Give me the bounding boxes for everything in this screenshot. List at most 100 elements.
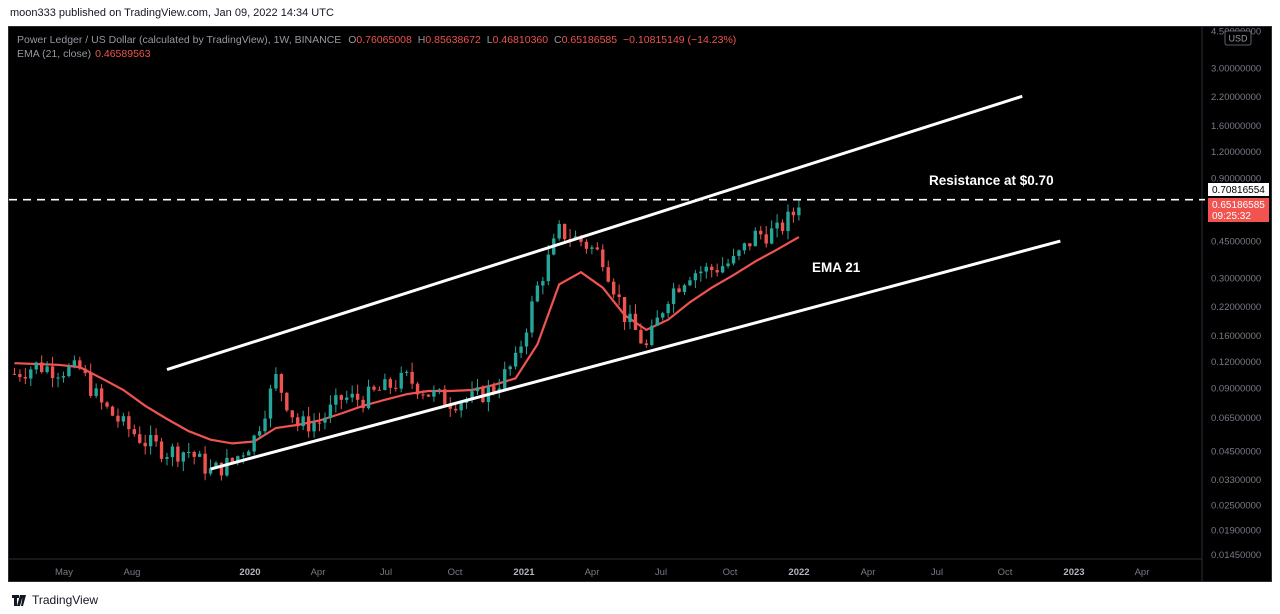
candle-body — [633, 313, 638, 330]
candle-body — [61, 376, 66, 378]
candle-body — [214, 462, 218, 469]
candle-body — [737, 250, 741, 256]
candle-body — [301, 416, 305, 427]
price-axis[interactable]: 4.500000003.000000002.200000001.60000000… — [1211, 26, 1261, 561]
candle-body — [203, 453, 207, 474]
candle-body — [753, 230, 757, 247]
price-chart[interactable]: Power Ledger / US Dollar (calculated by … — [9, 26, 1271, 581]
candle-body — [279, 374, 284, 393]
candle-body — [176, 446, 180, 462]
resistance-price-label: 0.70816554 — [1212, 185, 1265, 196]
candle-body — [590, 247, 594, 249]
tradingview-logo[interactable]: TradingView — [12, 593, 98, 607]
candle-body — [159, 441, 164, 459]
candle-body — [655, 317, 659, 326]
candle-body — [682, 285, 687, 293]
candle-body — [317, 422, 322, 424]
time-tick-label: 2020 — [239, 567, 260, 578]
candle-body — [236, 456, 240, 463]
candle-body — [56, 377, 60, 379]
last-price-tag — [1208, 198, 1269, 222]
candle-body — [328, 404, 333, 418]
candle-body — [731, 255, 736, 264]
candle-body — [263, 418, 267, 432]
candle-body — [148, 434, 153, 447]
candle-body — [18, 374, 22, 378]
currency-label: USD — [1228, 34, 1248, 44]
last-price-label: 0.65186585 — [1212, 200, 1265, 211]
resistance-price-tag — [1208, 183, 1269, 196]
candle-body — [742, 243, 747, 251]
candle-body — [650, 325, 654, 346]
candle-body — [399, 372, 403, 389]
candle-body — [622, 297, 627, 322]
chart-pane[interactable]: Power Ledger / US Dollar (calculated by … — [8, 26, 1272, 582]
candle-body — [372, 386, 376, 390]
candle-body — [99, 388, 104, 403]
candle-body — [426, 394, 431, 397]
candle-body — [89, 373, 93, 396]
candle-body — [241, 455, 245, 457]
candle-body — [769, 228, 774, 244]
candle-body — [154, 434, 158, 442]
candle-body — [285, 392, 289, 411]
candle-body — [366, 386, 371, 409]
candle-body — [170, 446, 175, 458]
candles-layer — [12, 199, 801, 481]
candle-body — [121, 416, 126, 422]
price-tick-label: 0.22000000 — [1211, 302, 1261, 313]
candle-body — [165, 457, 169, 459]
candle-body — [704, 266, 708, 272]
channel-upper-line — [166, 94, 1023, 372]
time-tick-label: Aug — [124, 567, 141, 578]
price-tick-label: 0.45000000 — [1211, 237, 1261, 248]
candle-body — [138, 434, 142, 443]
time-tick-label: Jul — [380, 567, 392, 578]
candle-body — [720, 266, 725, 273]
time-tick-label: Jul — [931, 567, 943, 578]
candle-body — [339, 395, 343, 400]
candle-body — [759, 230, 763, 235]
candle-body — [546, 254, 550, 282]
candle-body — [323, 417, 327, 423]
candle-body — [78, 360, 82, 369]
time-axis[interactable]: May Aug 2020 Apr Jul Oct 2021 Apr Jul Oct 2022 Apr J… — [55, 567, 1149, 578]
candle-body — [437, 389, 442, 391]
candle-body — [192, 452, 196, 457]
candle-body — [230, 457, 235, 463]
candle-body — [290, 410, 294, 418]
candle-body — [187, 452, 191, 454]
price-tick-label: 1.20000000 — [1211, 147, 1261, 158]
candle-body — [628, 313, 632, 322]
candle-body — [726, 263, 730, 267]
candle-body — [475, 387, 480, 392]
candle-body — [562, 223, 567, 240]
price-tick-label: 0.30000000 — [1211, 274, 1261, 285]
candle-body — [268, 388, 273, 419]
candle-body — [355, 393, 360, 400]
price-tick-label: 0.02500000 — [1211, 500, 1261, 511]
time-tick-label: Jul — [655, 567, 667, 578]
candle-body — [666, 304, 670, 314]
candle-body — [661, 313, 665, 318]
time-tick-label: 2021 — [513, 567, 535, 578]
time-tick-label: Apr — [1135, 567, 1150, 578]
candle-body — [470, 391, 474, 400]
price-tick-label: 0.01900000 — [1211, 525, 1261, 536]
candle-body — [699, 271, 703, 274]
candle-body — [644, 343, 649, 346]
candle-body — [715, 270, 719, 273]
candle-body — [345, 397, 349, 400]
price-tick-label: 1.60000000 — [1211, 121, 1261, 132]
currency-badge[interactable] — [1224, 30, 1252, 46]
candle-body — [219, 462, 224, 476]
time-tick-label: 2022 — [788, 567, 809, 578]
candle-body — [524, 332, 529, 347]
candle-body — [394, 387, 398, 389]
candle-body — [127, 416, 131, 430]
candle-body — [274, 374, 278, 389]
time-tick-label: Apr — [311, 567, 326, 578]
candle-body — [513, 352, 518, 367]
ema-annotation: EMA 21 — [812, 260, 861, 275]
candle-body — [443, 389, 447, 405]
